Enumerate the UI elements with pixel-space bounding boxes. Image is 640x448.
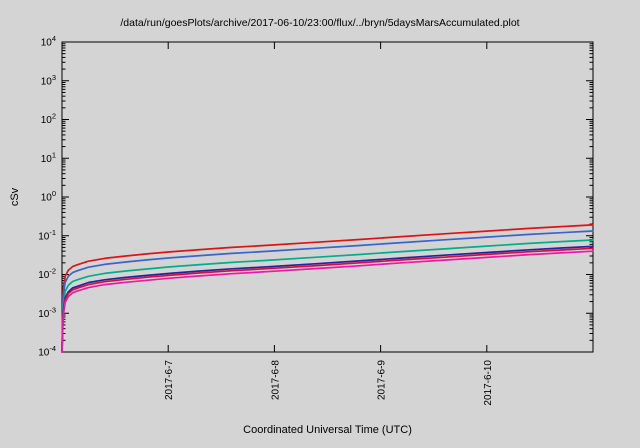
series-line-accumulated-dose-5 (61, 247, 594, 353)
y-axis-label: cSv (9, 187, 21, 207)
y-tick-label: 10-2 (38, 267, 56, 282)
plot-title: /data/run/goesPlots/archive/2017-06-10/2… (120, 17, 520, 29)
x-tick-label: 2017-6-8 (270, 360, 281, 400)
x-tick-label: 2017-6-7 (164, 360, 175, 400)
y-tick-label: 100 (41, 189, 56, 204)
y-tick-label: 10-4 (38, 344, 56, 359)
series-line-accumulated-dose-4 (61, 245, 594, 353)
plot-border (61, 41, 594, 353)
x-tick-label: 2017-6-10 (483, 360, 494, 406)
y-tick-label: 103 (41, 73, 56, 88)
series-line-accumulated-dose-2 (61, 230, 594, 353)
axis-ticks (62, 41, 593, 353)
y-tick-label: 101 (41, 150, 56, 165)
y-tick-label: 10-3 (38, 305, 56, 320)
series-line-accumulated-dose-3 (61, 239, 594, 353)
series-line-accumulated-dose-6 (61, 250, 594, 353)
series-line-accumulated-dose-1 (61, 224, 594, 353)
y-tick-label: 10-1 (38, 228, 56, 243)
y-tick-label: 102 (41, 112, 56, 127)
series-lines (61, 224, 594, 353)
x-axis-label: Coordinated Universal Time (UTC) (243, 424, 412, 436)
y-tick-label: 104 (41, 34, 56, 49)
x-tick-label: 2017-6-9 (377, 360, 388, 400)
